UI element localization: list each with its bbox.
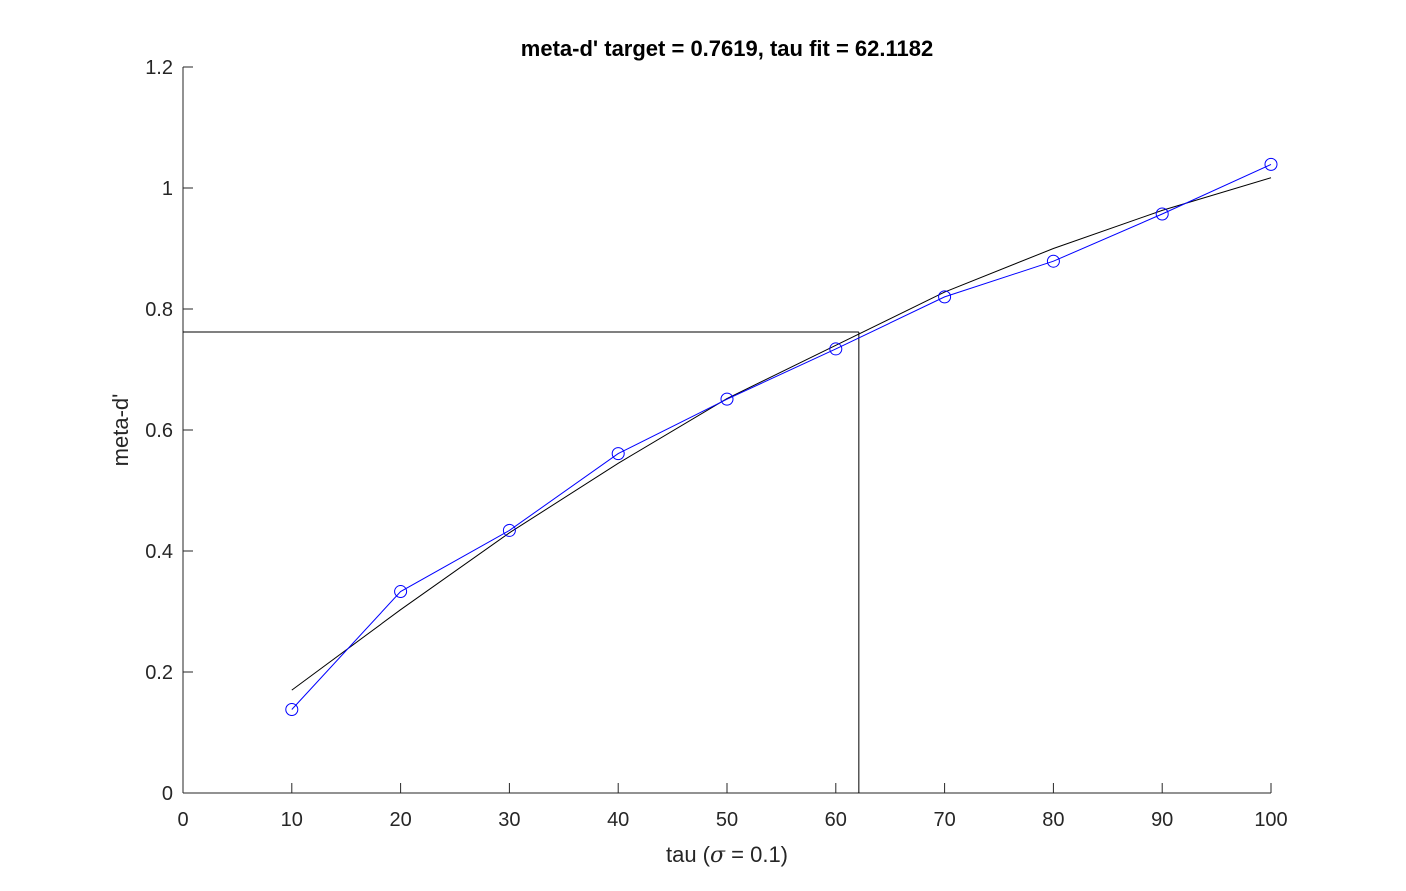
y-tick-label: 1 bbox=[162, 178, 173, 200]
data-point-marker bbox=[394, 585, 408, 599]
data-point-marker bbox=[938, 290, 952, 304]
fit-series-line bbox=[291, 177, 1272, 691]
x-tick-label: 0 bbox=[177, 809, 188, 831]
data-point-marker bbox=[285, 703, 299, 717]
x-axis-ticks: 0 10 20 30 40 50 60 70 80 90 100 bbox=[177, 783, 1288, 831]
y-tick-label: 0.8 bbox=[145, 299, 173, 321]
data-point-marker bbox=[1046, 254, 1060, 268]
x-tick-label: 90 bbox=[1151, 809, 1173, 831]
x-tick-label: 30 bbox=[498, 809, 520, 831]
series-layer bbox=[285, 157, 1278, 717]
x-tick-label: 20 bbox=[389, 809, 411, 831]
reference-lines bbox=[183, 331, 860, 793]
x-axis-label-suffix: = 0.1) bbox=[725, 842, 788, 867]
x-axis-label: tau (σ = 0.1) bbox=[666, 842, 788, 868]
y-tick-label: 0.6 bbox=[145, 420, 173, 442]
data-point-marker bbox=[829, 342, 843, 356]
x-axis-label-symbol: σ bbox=[710, 843, 726, 868]
data-point-marker bbox=[502, 523, 516, 537]
x-tick-label: 50 bbox=[716, 809, 738, 831]
y-tick-label: 0.4 bbox=[145, 541, 173, 563]
x-tick-label: 80 bbox=[1042, 809, 1064, 831]
y-axis-ticks: 0 0.2 0.4 0.6 0.8 1 1.2 bbox=[145, 57, 193, 805]
data-point-marker bbox=[611, 447, 625, 461]
y-axis-label: meta-d' bbox=[108, 394, 133, 467]
x-tick-label: 60 bbox=[825, 809, 847, 831]
y-tick-label: 0 bbox=[162, 783, 173, 805]
y-tick-label: 1.2 bbox=[145, 57, 173, 79]
data-point-marker bbox=[1155, 207, 1169, 221]
x-tick-label: 100 bbox=[1254, 809, 1287, 831]
data-point-marker bbox=[1264, 157, 1278, 171]
x-tick-label: 40 bbox=[607, 809, 629, 831]
data-series-line bbox=[291, 163, 1272, 710]
x-tick-label: 10 bbox=[281, 809, 303, 831]
x-axis-label-prefix: tau ( bbox=[666, 842, 711, 867]
plot-area: 0 10 20 30 40 50 60 70 80 90 100 0 0.2 0.4 0.6 0.8 1 1.2 bbox=[145, 57, 1288, 831]
x-tick-label: 70 bbox=[933, 809, 955, 831]
y-tick-label: 0.2 bbox=[145, 662, 173, 684]
chart-title: meta-d' target = 0.7619, tau fit = 62.11… bbox=[521, 36, 933, 61]
data-point-marker bbox=[720, 392, 734, 406]
